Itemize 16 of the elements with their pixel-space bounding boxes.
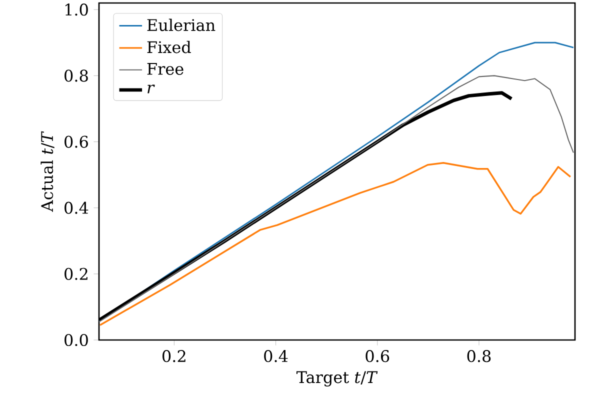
legend-label: Fixed (147, 40, 191, 54)
legend-label: Free (147, 63, 184, 75)
y-tick-label: 0.8 (64, 70, 88, 82)
legend-label: r (148, 84, 155, 94)
y-tick-label: 0.6 (64, 136, 88, 148)
y-tick-label: 0.4 (64, 202, 88, 214)
x-tick-label: 0.6 (366, 350, 390, 362)
x-tick-label: 0.4 (264, 350, 288, 362)
y-tick-label: 0.2 (64, 268, 88, 280)
x-tick-label: 0.8 (467, 350, 491, 362)
x-axis-title: Target t/T (296, 371, 378, 387)
x-tick-label: 0.2 (162, 350, 186, 362)
y-tick-label: 1.0 (65, 4, 88, 16)
legend-label: Eulerian (147, 18, 216, 32)
line-series (99, 162, 572, 326)
y-tick-label: 0.0 (64, 334, 88, 346)
